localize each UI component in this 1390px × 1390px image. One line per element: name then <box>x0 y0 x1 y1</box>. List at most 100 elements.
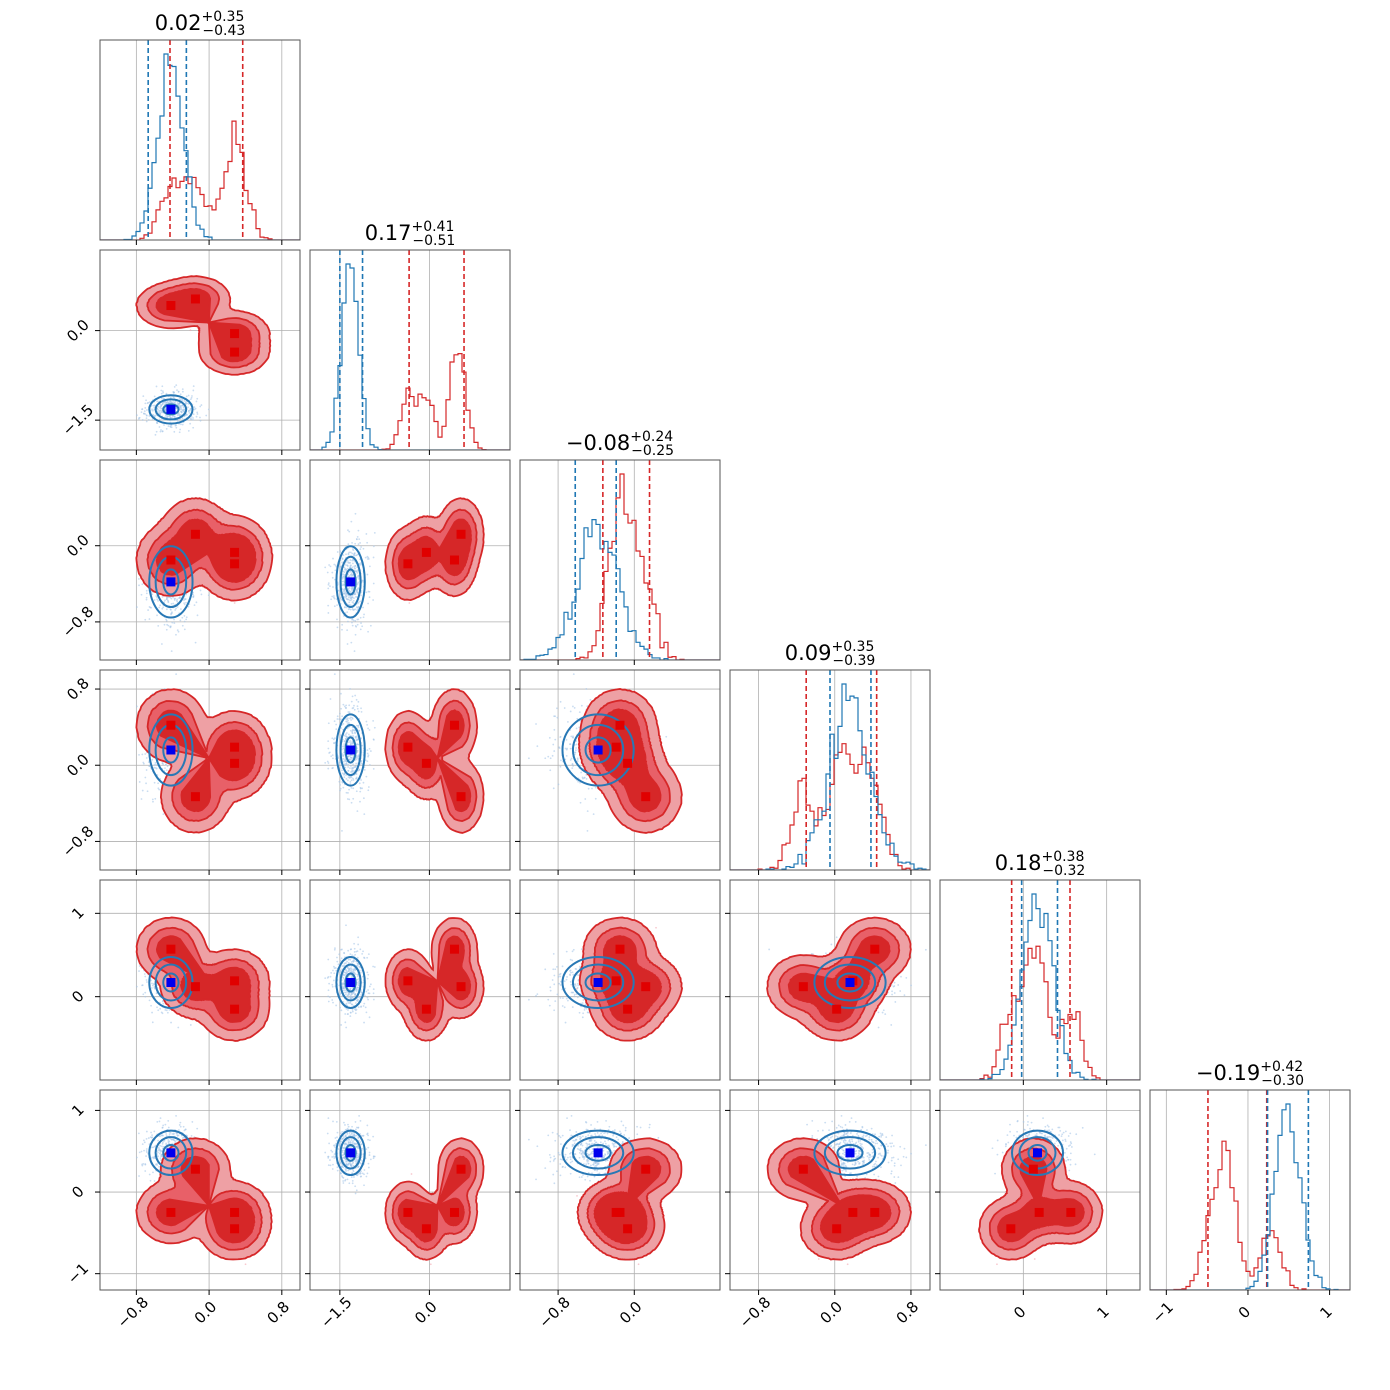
blue-sample-point <box>349 783 352 785</box>
blue-sample-point <box>339 789 341 792</box>
blue-sample-point <box>338 718 341 721</box>
blue-sample-point <box>349 551 352 554</box>
blue-sample-point <box>196 614 199 617</box>
blue-sample-point <box>344 759 346 761</box>
blue-sample-point <box>192 389 195 392</box>
blue-sample-point <box>327 587 330 590</box>
blue-sample-point <box>343 776 346 779</box>
blue-sample-point <box>167 425 170 427</box>
blue-sample-point <box>336 626 339 629</box>
blue-sample-point <box>368 764 371 766</box>
blue-sample-point <box>372 599 375 601</box>
panel-title: 0.17+0.41 −0.51 <box>365 219 456 249</box>
blue-sample-point <box>154 761 157 764</box>
blue-sample-point <box>347 721 350 724</box>
blue-sample-point <box>360 594 362 597</box>
panel-content <box>100 40 300 240</box>
blue-sample-point <box>145 592 148 595</box>
blue-sample-point <box>349 590 352 593</box>
blue-sample-point <box>360 546 362 548</box>
blue-sample-point <box>341 769 343 772</box>
blue-sample-point <box>349 566 352 569</box>
blue-sample-point <box>348 596 350 599</box>
blue-sample-point <box>156 614 158 617</box>
panel-title: −0.08+0.24 −0.25 <box>566 429 674 459</box>
blue-sample-point <box>353 565 356 568</box>
blue-contour <box>162 736 180 764</box>
blue-sample-point <box>363 813 366 816</box>
red-mode-marker <box>421 547 431 557</box>
blue-sample-point <box>147 609 150 611</box>
blue-sample-point <box>161 762 164 764</box>
blue-sample-point <box>153 763 156 766</box>
blue-sample-point <box>144 753 147 755</box>
blue-sample-point <box>158 426 161 428</box>
blue-sample-point <box>350 765 352 767</box>
panel-2-1 <box>305 459 511 665</box>
blue-sample-point <box>339 787 342 790</box>
blue-sample-point <box>178 402 181 405</box>
blue-sample-point <box>199 405 202 408</box>
blue-sample-point <box>156 598 159 601</box>
blue-sample-point <box>154 433 157 436</box>
blue-sample-point <box>174 400 177 403</box>
blue-contour <box>154 398 188 421</box>
blue-sample-point <box>347 603 350 606</box>
blue-sample-point <box>351 548 354 550</box>
blue-sample-point <box>355 698 358 701</box>
blue-sample-point <box>142 395 145 397</box>
blue-sample-point <box>187 605 190 608</box>
blue-sample-point <box>174 597 177 600</box>
blue-sample-point <box>179 608 182 610</box>
blue-sample-point <box>356 623 359 626</box>
blue-sample-point <box>348 601 351 604</box>
blue-sample-point <box>339 550 341 552</box>
blue-sample-point <box>342 584 345 587</box>
blue-sample-point <box>333 563 336 566</box>
red-mode-marker <box>230 347 240 357</box>
blue-sample-point <box>361 744 364 747</box>
blue-contour <box>148 713 194 787</box>
blue-sample-point <box>181 390 184 393</box>
blue-sample-point <box>360 563 363 566</box>
red-mode-marker <box>230 329 240 339</box>
blue-sample-point <box>200 404 203 406</box>
blue-sample-point <box>179 428 182 431</box>
red-mode-marker <box>230 547 240 557</box>
panel-content <box>520 460 720 660</box>
red-sample-point <box>408 602 411 604</box>
blue-sample-point <box>350 564 352 567</box>
title-minus: −0.43 <box>202 23 245 39</box>
blue-sample-point <box>163 601 166 604</box>
blue-sample-point <box>160 643 163 645</box>
blue-sample-point <box>341 829 343 832</box>
blue-sample-point <box>144 402 147 405</box>
blue-sample-point <box>176 402 179 404</box>
blue-sample-point <box>350 700 353 703</box>
blue-sample-point <box>342 592 345 595</box>
blue-sample-point <box>356 591 359 594</box>
blue-sample-point <box>351 624 354 627</box>
blue-sample-point <box>336 715 339 718</box>
blue-sample-point <box>337 589 340 592</box>
blue-sample-point <box>166 597 168 600</box>
blue-sample-point <box>356 747 359 750</box>
blue-histogram <box>520 519 720 660</box>
blue-sample-point <box>354 735 357 738</box>
blue-sample-point <box>165 427 168 430</box>
blue-sample-point <box>343 606 346 608</box>
blue-sample-point <box>341 623 344 626</box>
blue-sample-point <box>156 596 158 599</box>
panel-frame <box>99 249 301 451</box>
blue-sample-point <box>353 597 355 600</box>
blue-sample-point <box>138 416 141 419</box>
blue-sample-point <box>192 426 195 429</box>
blue-sample-point <box>157 405 160 408</box>
blue-sample-point <box>350 787 353 789</box>
blue-sample-point <box>347 755 349 758</box>
blue-sample-point <box>342 575 345 578</box>
blue-sample-point <box>169 396 172 399</box>
panel-content <box>100 250 300 450</box>
blue-sample-point <box>367 727 369 730</box>
blue-sample-point <box>369 624 372 627</box>
